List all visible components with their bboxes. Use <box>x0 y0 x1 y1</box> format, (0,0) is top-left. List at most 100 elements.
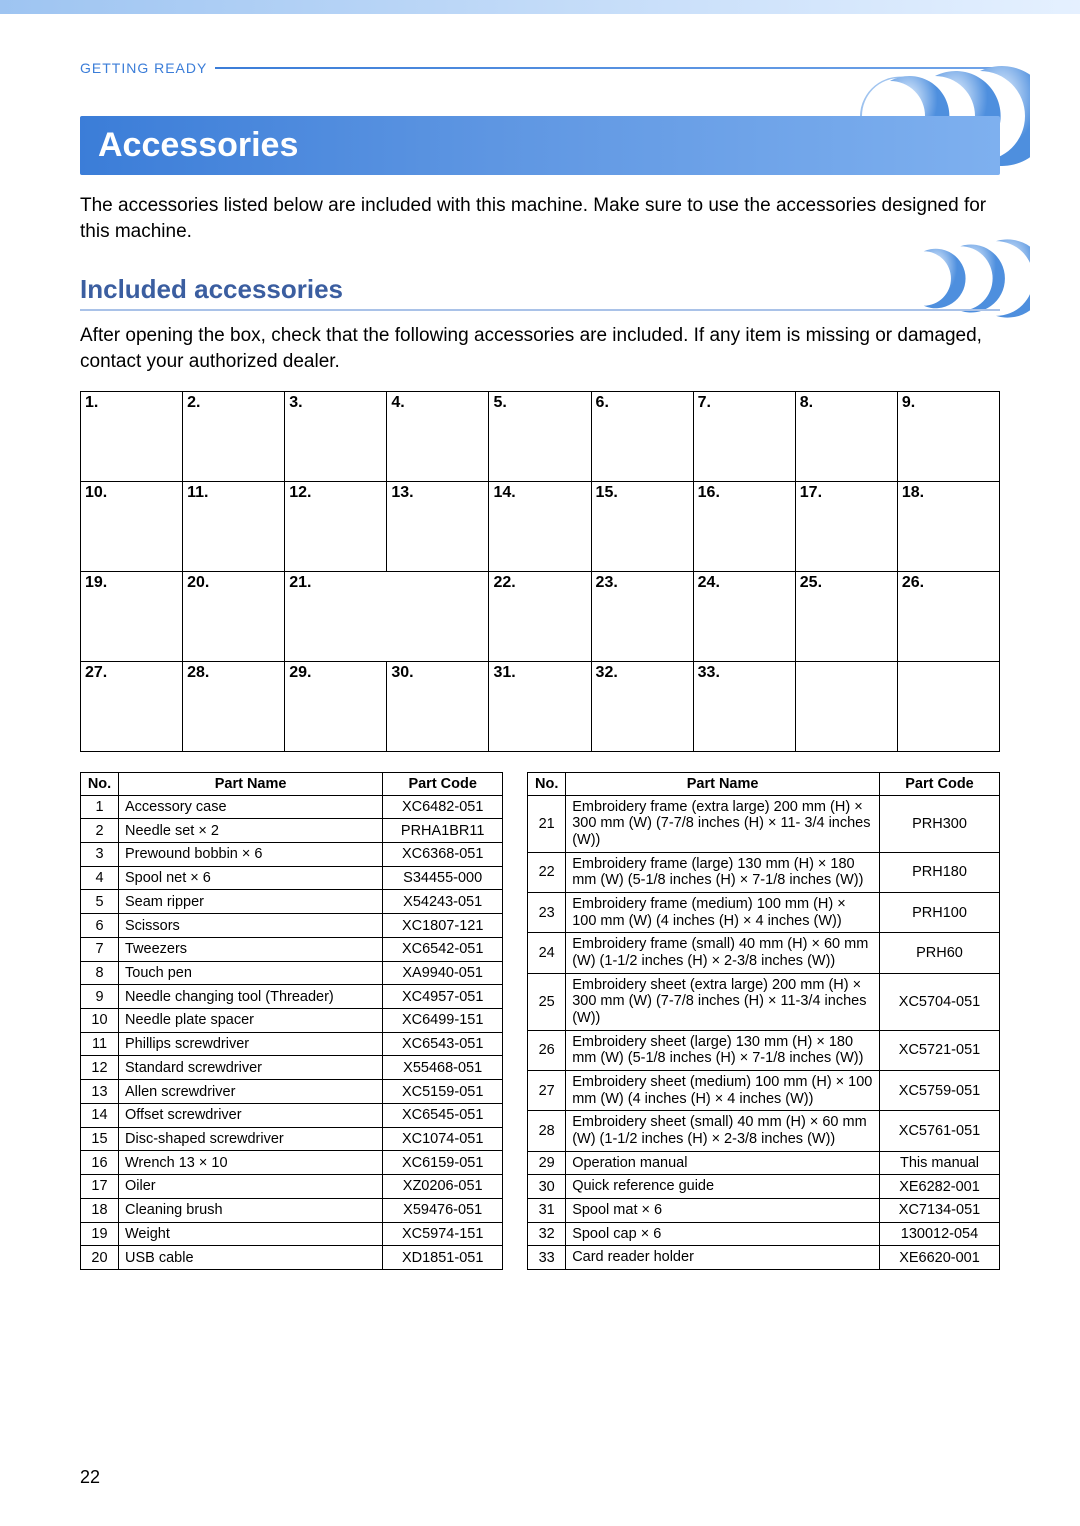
cell-no: 23 <box>528 892 566 932</box>
image-grid-cell: 18. <box>897 481 999 571</box>
cell-no: 8 <box>81 961 119 985</box>
cell-part-name: Needle plate spacer <box>119 1009 383 1033</box>
image-grid-cell: 22. <box>489 571 591 661</box>
cell-part-name: Quick reference guide <box>566 1175 880 1199</box>
cell-no: 33 <box>528 1246 566 1270</box>
image-grid-cell: 14. <box>489 481 591 571</box>
cell-no: 4 <box>81 866 119 890</box>
image-grid-cell: 23. <box>591 571 693 661</box>
image-grid-cell: 17. <box>795 481 897 571</box>
cell-part-code: PRH180 <box>880 852 1000 892</box>
table-row: 14Offset screwdriverXC6545-051 <box>81 1103 503 1127</box>
accessory-illustration <box>289 574 484 659</box>
cell-part-name: Accessory case <box>119 795 383 819</box>
cell-number: 5. <box>493 394 506 412</box>
table-row: 10Needle plate spacerXC6499-151 <box>81 1009 503 1033</box>
image-grid-cell: 27. <box>81 661 183 751</box>
table-row: 30Quick reference guideXE6282-001 <box>528 1175 1000 1199</box>
chapter-label: GETTING READY <box>80 60 207 76</box>
cell-part-name: Spool cap × 6 <box>566 1222 880 1246</box>
cell-part-name: Prewound bobbin × 6 <box>119 843 383 867</box>
table-row: 3Prewound bobbin × 6XC6368-051 <box>81 843 503 867</box>
image-grid-cell: 21. <box>285 571 489 661</box>
cell-number: 20. <box>187 574 209 592</box>
cell-number: 25. <box>800 574 822 592</box>
cell-number: 3. <box>289 394 302 412</box>
table-row: 26Embroidery sheet (large) 130 mm (H) × … <box>528 1030 1000 1070</box>
cell-part-name: Seam ripper <box>119 890 383 914</box>
cell-part-code: XE6282-001 <box>880 1175 1000 1199</box>
image-grid-cell: 12. <box>285 481 387 571</box>
cell-part-code: XD1851-051 <box>383 1246 503 1270</box>
cell-part-code: PRH300 <box>880 795 1000 852</box>
cell-number: 10. <box>85 484 107 502</box>
cell-part-name: Wrench 13 × 10 <box>119 1151 383 1175</box>
cell-part-code: XC4957-051 <box>383 985 503 1009</box>
page-number: 22 <box>80 1467 100 1488</box>
parts-table-left: No. Part Name Part Code 1Accessory caseX… <box>80 772 503 1270</box>
cell-number: 9. <box>902 394 915 412</box>
col-name: Part Name <box>566 772 880 795</box>
cell-part-code: XC5759-051 <box>880 1070 1000 1110</box>
image-grid-cell: 4. <box>387 391 489 481</box>
cell-part-code: XC6545-051 <box>383 1103 503 1127</box>
cell-no: 19 <box>81 1222 119 1246</box>
cell-part-code: XC6159-051 <box>383 1151 503 1175</box>
cell-part-code: X59476-051 <box>383 1198 503 1222</box>
cell-part-name: Allen screwdriver <box>119 1080 383 1104</box>
cell-part-name: Phillips screwdriver <box>119 1032 383 1056</box>
table-row: 15Disc-shaped screwdriverXC1074-051 <box>81 1127 503 1151</box>
cell-part-name: Embroidery frame (large) 130 mm (H) × 18… <box>566 852 880 892</box>
image-grid-cell: 28. <box>183 661 285 751</box>
section-title: Accessories <box>98 126 298 164</box>
table-row: 6ScissorsXC1807-121 <box>81 914 503 938</box>
cell-no: 21 <box>528 795 566 852</box>
cell-number: 2. <box>187 394 200 412</box>
cell-number: 16. <box>698 484 720 502</box>
cell-number: 17. <box>800 484 822 502</box>
cell-no: 25 <box>528 973 566 1030</box>
cell-number: 14. <box>493 484 515 502</box>
table-row: 20USB cableXD1851-051 <box>81 1246 503 1270</box>
accessory-image-grid: 1.2.3.4.5.6.7.8.9.10.11.12.13.14.15.16.1… <box>80 391 1000 752</box>
table-row: 24Embroidery frame (small) 40 mm (H) × 6… <box>528 933 1000 973</box>
top-stripe <box>0 0 1080 14</box>
cell-part-code: X54243-051 <box>383 890 503 914</box>
cell-part-code: XC6542-051 <box>383 937 503 961</box>
cell-part-code: XE6620-001 <box>880 1246 1000 1270</box>
cell-no: 9 <box>81 985 119 1009</box>
cell-part-code: XC6482-051 <box>383 795 503 819</box>
cell-part-name: Needle set × 2 <box>119 819 383 843</box>
image-grid-cell: 10. <box>81 481 183 571</box>
col-no: No. <box>81 772 119 795</box>
cell-part-name: Touch pen <box>119 961 383 985</box>
cell-part-code: XC5704-051 <box>880 973 1000 1030</box>
cell-no: 27 <box>528 1070 566 1110</box>
image-grid-cell: 31. <box>489 661 591 751</box>
table-row: 19WeightXC5974-151 <box>81 1222 503 1246</box>
table-row: 31Spool mat × 6XC7134-051 <box>528 1199 1000 1223</box>
image-grid-cell: 8. <box>795 391 897 481</box>
image-grid-cell: 32. <box>591 661 693 751</box>
cell-part-name: Embroidery sheet (large) 130 mm (H) × 18… <box>566 1030 880 1070</box>
table-row: 29Operation manualThis manual <box>528 1151 1000 1175</box>
cell-no: 6 <box>81 914 119 938</box>
cell-number: 19. <box>85 574 107 592</box>
image-grid-cell: 19. <box>81 571 183 661</box>
image-grid-cell: 3. <box>285 391 387 481</box>
cell-part-name: Cleaning brush <box>119 1198 383 1222</box>
cell-part-code: This manual <box>880 1151 1000 1175</box>
cell-number: 22. <box>493 574 515 592</box>
parts-table-right: No. Part Name Part Code 21Embroidery fra… <box>527 772 1000 1270</box>
image-grid-cell: 20. <box>183 571 285 661</box>
cell-part-code: XC5761-051 <box>880 1111 1000 1151</box>
cell-part-name: Embroidery sheet (small) 40 mm (H) × 60 … <box>566 1111 880 1151</box>
cell-number: 26. <box>902 574 924 592</box>
cell-part-code: X55468-051 <box>383 1056 503 1080</box>
cell-part-name: Scissors <box>119 914 383 938</box>
cell-part-code: XC5721-051 <box>880 1030 1000 1070</box>
table-row: 8Touch penXA9940-051 <box>81 961 503 985</box>
cell-number: 7. <box>698 394 711 412</box>
cell-no: 32 <box>528 1222 566 1246</box>
accessory-illustration <box>800 664 893 749</box>
